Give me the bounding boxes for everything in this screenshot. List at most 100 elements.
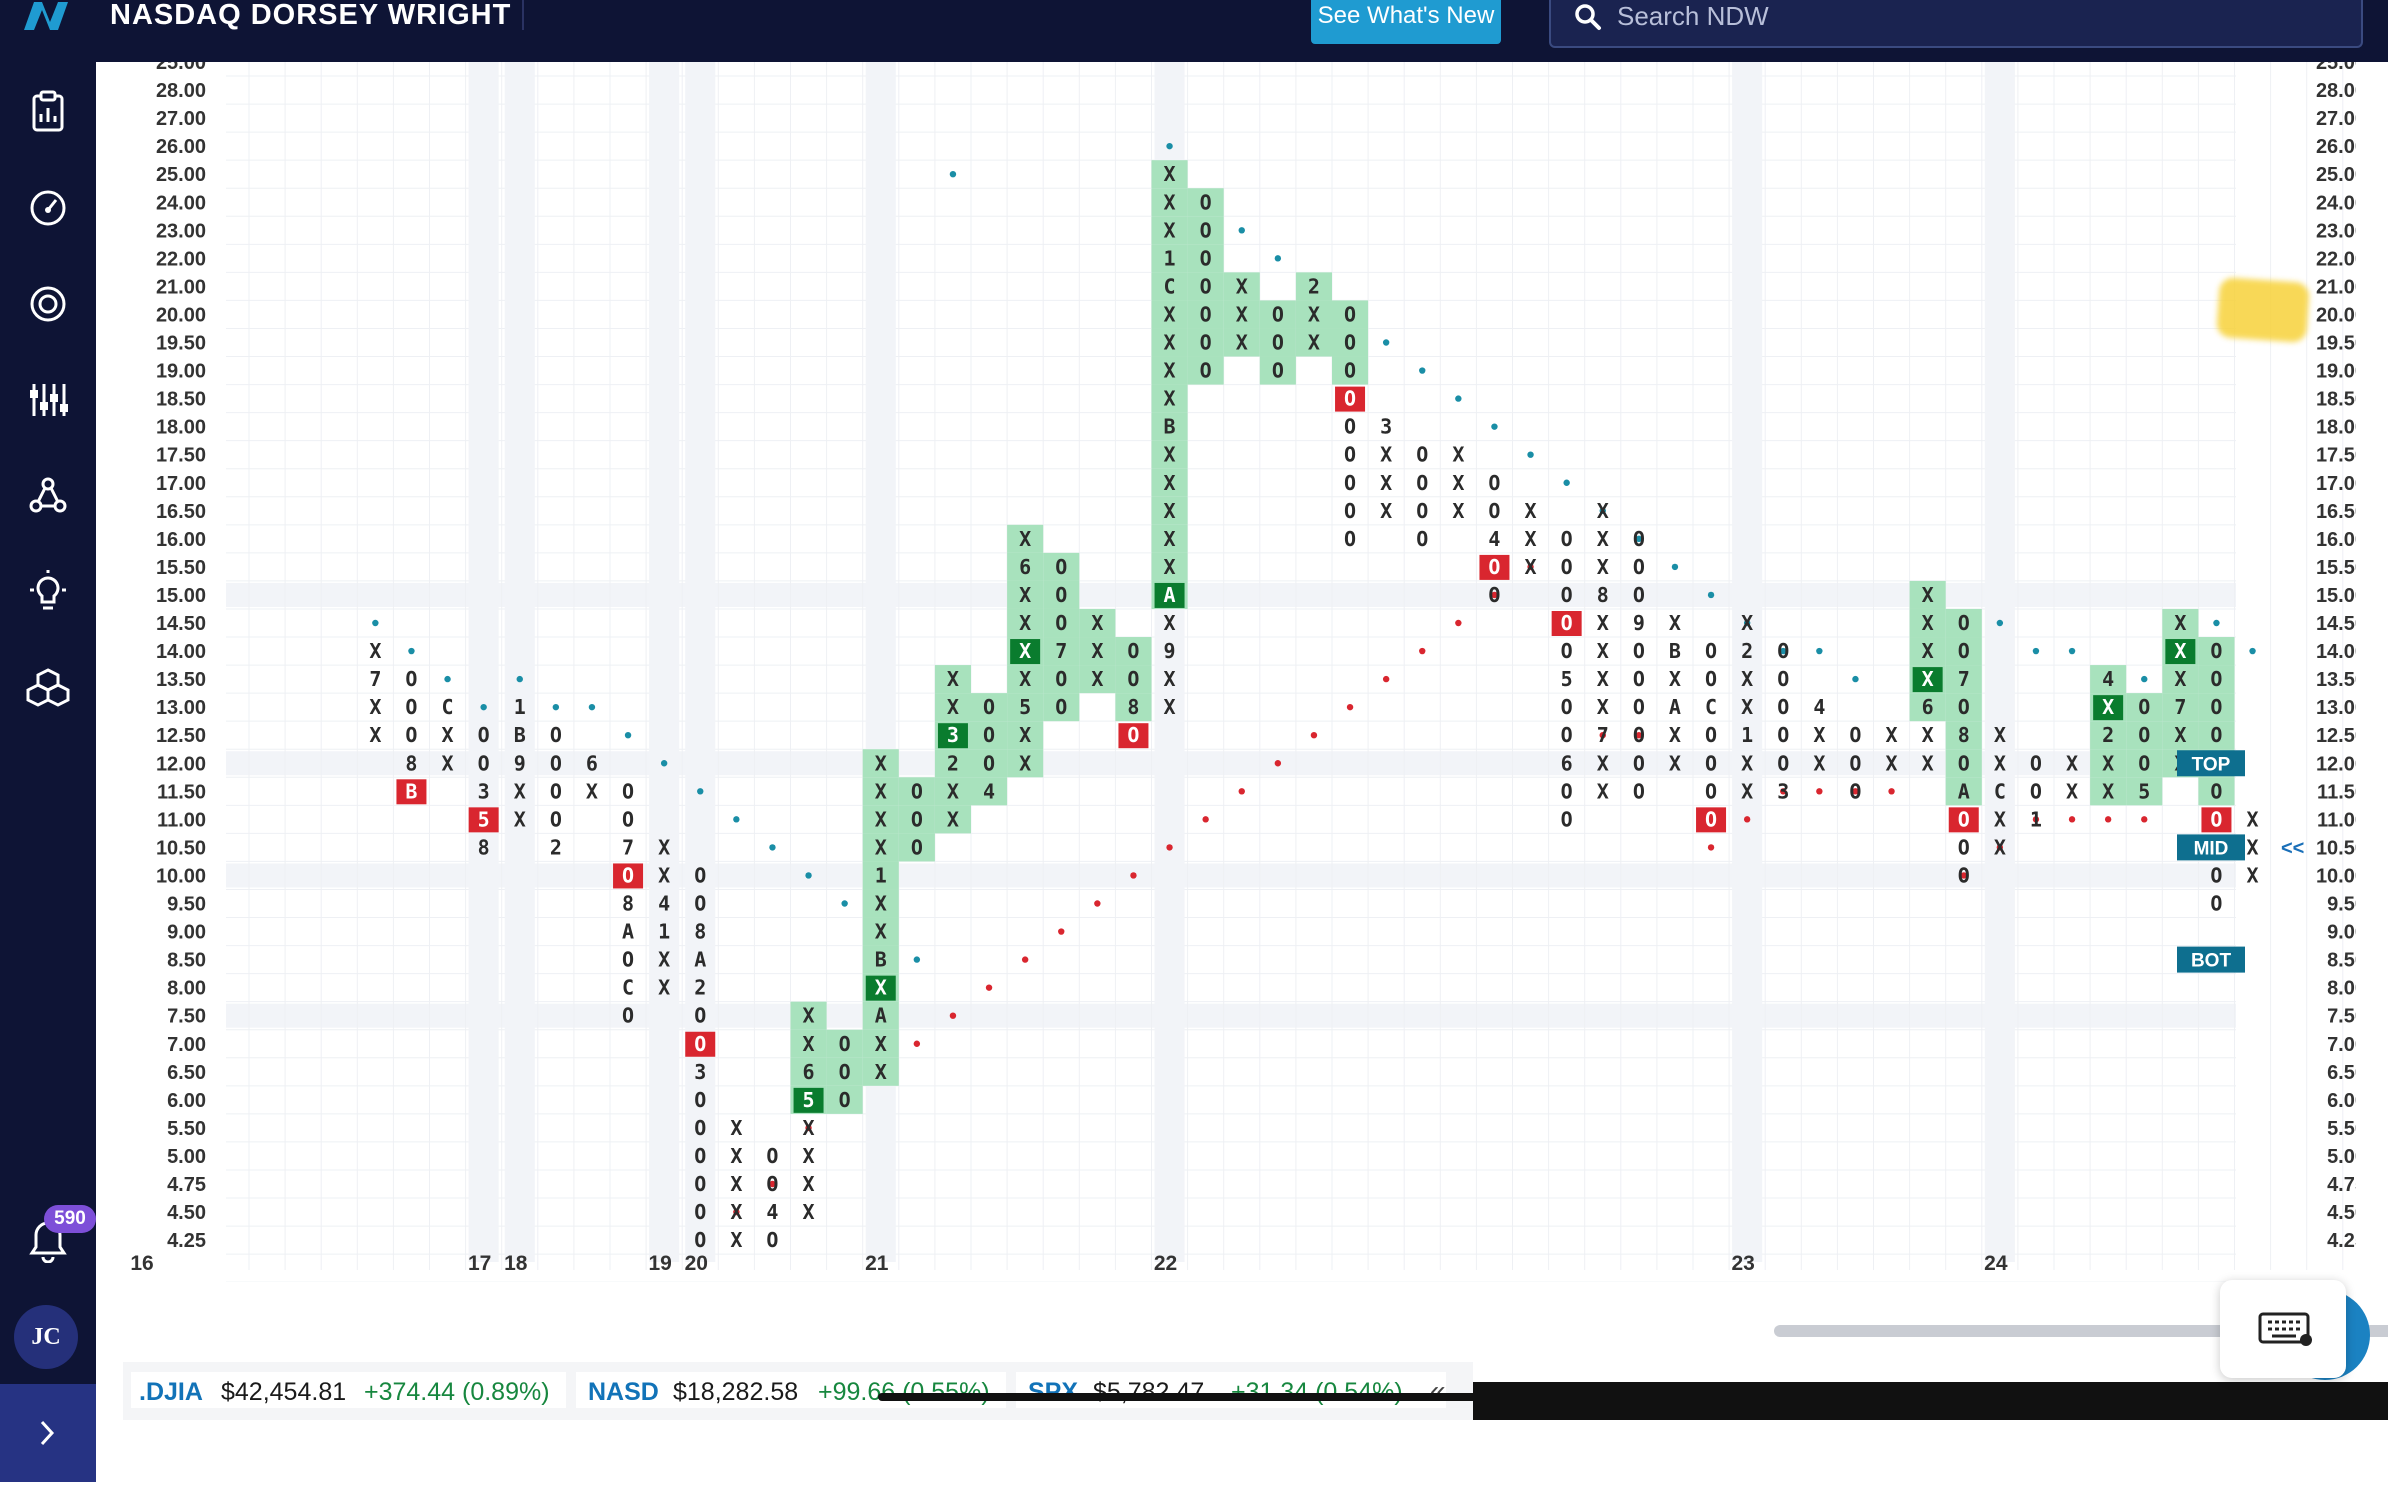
pnf-box[interactable]: 2 — [2102, 723, 2114, 747]
search-input[interactable] — [1615, 0, 2319, 32]
pnf-box[interactable]: X — [1669, 751, 1681, 775]
pnf-box[interactable]: O — [1561, 555, 1573, 579]
pnf-box[interactable]: O — [694, 863, 706, 887]
pnf-box[interactable]: X — [658, 835, 670, 859]
pnf-box[interactable]: X — [442, 751, 454, 775]
pnf-box[interactable]: O — [1633, 527, 1645, 551]
pnf-box[interactable]: 9 — [514, 751, 526, 775]
pnf-box[interactable]: O — [1344, 443, 1356, 467]
pnf-box[interactable]: X — [1091, 611, 1103, 635]
pnf-box[interactable]: O — [1705, 667, 1717, 691]
pnf-box[interactable]: O — [1055, 695, 1067, 719]
pnf-box[interactable]: O — [911, 807, 923, 831]
search-bar[interactable] — [1549, 0, 2363, 48]
pnf-box[interactable]: O — [1272, 331, 1284, 355]
pnf-box[interactable]: O — [1849, 751, 1861, 775]
pnf-box[interactable]: X — [2174, 639, 2186, 663]
pnf-box[interactable]: X — [1922, 667, 1934, 691]
pnf-box[interactable]: X — [730, 1172, 742, 1196]
pnf-box[interactable]: A — [1669, 695, 1681, 719]
whats-new-button[interactable]: See What's New — [1311, 0, 1501, 44]
pnf-box[interactable]: O — [1958, 751, 1970, 775]
pnf-box[interactable]: 1 — [1164, 246, 1176, 270]
pnf-box[interactable]: 7 — [2174, 695, 2186, 719]
pnf-box[interactable]: X — [1741, 611, 1753, 635]
pnf-box[interactable]: B — [405, 779, 417, 803]
pnf-box[interactable]: 5 — [1561, 667, 1573, 691]
pnf-box[interactable]: X — [875, 807, 887, 831]
pnf-box[interactable]: 7 — [1597, 723, 1609, 747]
pnf-box[interactable]: O — [1958, 611, 1970, 635]
pnf-box[interactable]: 1 — [658, 920, 670, 944]
point-and-figure-chart[interactable]: 25.0025.0028.0028.0027.0027.0026.0026.00… — [96, 62, 2356, 1282]
ticker-scrollbar[interactable] — [878, 1393, 1508, 1401]
pnf-box[interactable]: O — [1561, 583, 1573, 607]
pnf-box[interactable]: O — [1633, 695, 1645, 719]
pnf-box[interactable]: X — [1164, 695, 1176, 719]
pnf-box[interactable]: O — [1561, 807, 1573, 831]
pnf-box[interactable]: O — [1633, 723, 1645, 747]
pnf-box[interactable]: X — [586, 779, 598, 803]
pnf-box[interactable]: X — [2247, 835, 2259, 859]
pnf-box[interactable]: O — [694, 1228, 706, 1252]
pnf-box[interactable]: O — [766, 1144, 778, 1168]
pnf-box[interactable]: O — [1633, 751, 1645, 775]
pnf-box[interactable]: O — [1200, 218, 1212, 242]
pnf-box[interactable]: X — [1922, 639, 1934, 663]
pnf-box[interactable]: X — [2247, 807, 2259, 831]
pnf-box[interactable]: O — [2138, 751, 2150, 775]
pnf-box[interactable]: 3 — [478, 779, 490, 803]
pnf-box[interactable]: X — [1019, 723, 1031, 747]
pnf-box[interactable]: O — [1633, 667, 1645, 691]
pnf-box[interactable]: X — [947, 779, 959, 803]
pnf-box[interactable]: O — [911, 835, 923, 859]
pnf-box[interactable]: X — [1380, 499, 1392, 523]
pnf-box[interactable]: X — [803, 1200, 815, 1224]
pnf-box[interactable]: O — [405, 723, 417, 747]
pnf-box[interactable]: O — [911, 779, 923, 803]
pnf-box[interactable]: X — [875, 779, 887, 803]
pnf-box[interactable]: O — [2210, 779, 2222, 803]
pnf-box[interactable]: O — [1633, 639, 1645, 663]
pnf-box[interactable]: O — [550, 779, 562, 803]
pnf-box[interactable]: X — [1164, 218, 1176, 242]
gauge-icon[interactable] — [24, 184, 72, 232]
pnf-box[interactable]: 8 — [478, 835, 490, 859]
pnf-box[interactable]: O — [1344, 331, 1356, 355]
pnf-box[interactable]: O — [1958, 639, 1970, 663]
pnf-box[interactable]: O — [1777, 695, 1789, 719]
pnf-box[interactable]: X — [1597, 639, 1609, 663]
pnf-box[interactable]: O — [1849, 779, 1861, 803]
pnf-box[interactable]: X — [2066, 751, 2078, 775]
pnf-box[interactable]: 4 — [1488, 527, 1500, 551]
pnf-box[interactable]: 8 — [405, 751, 417, 775]
pnf-box[interactable]: 3 — [947, 723, 959, 747]
pnf-box[interactable]: O — [1055, 583, 1067, 607]
pnf-box[interactable]: X — [1019, 639, 1031, 663]
pnf-box[interactable]: X — [2174, 723, 2186, 747]
pnf-box[interactable]: X — [658, 863, 670, 887]
pnf-box[interactable]: X — [1236, 331, 1248, 355]
pnf-box[interactable]: X — [1741, 667, 1753, 691]
pnf-box[interactable]: O — [622, 863, 634, 887]
pnf-box[interactable]: C — [442, 695, 454, 719]
pnf-box[interactable]: O — [1344, 387, 1356, 411]
pnf-box[interactable]: X — [730, 1228, 742, 1252]
pnf-box[interactable]: X — [730, 1144, 742, 1168]
pnf-box[interactable]: X — [1886, 751, 1898, 775]
pnf-box[interactable]: O — [1777, 751, 1789, 775]
pnf-box[interactable]: 7 — [1958, 667, 1970, 691]
pnf-box[interactable]: 5 — [1019, 695, 1031, 719]
target-icon[interactable] — [24, 280, 72, 328]
pnf-box[interactable]: O — [694, 1116, 706, 1140]
pnf-box[interactable]: O — [694, 1172, 706, 1196]
pnf-box[interactable]: O — [1705, 751, 1717, 775]
pnf-box[interactable]: X — [875, 751, 887, 775]
pnf-box[interactable]: X — [1813, 723, 1825, 747]
pnf-box[interactable]: B — [1669, 639, 1681, 663]
pnf-box[interactable]: O — [1127, 667, 1139, 691]
pnf-box[interactable]: X — [1164, 359, 1176, 383]
pnf-box[interactable]: X — [947, 667, 959, 691]
user-avatar[interactable]: JC — [14, 1305, 78, 1369]
pnf-box[interactable]: 3 — [1777, 779, 1789, 803]
